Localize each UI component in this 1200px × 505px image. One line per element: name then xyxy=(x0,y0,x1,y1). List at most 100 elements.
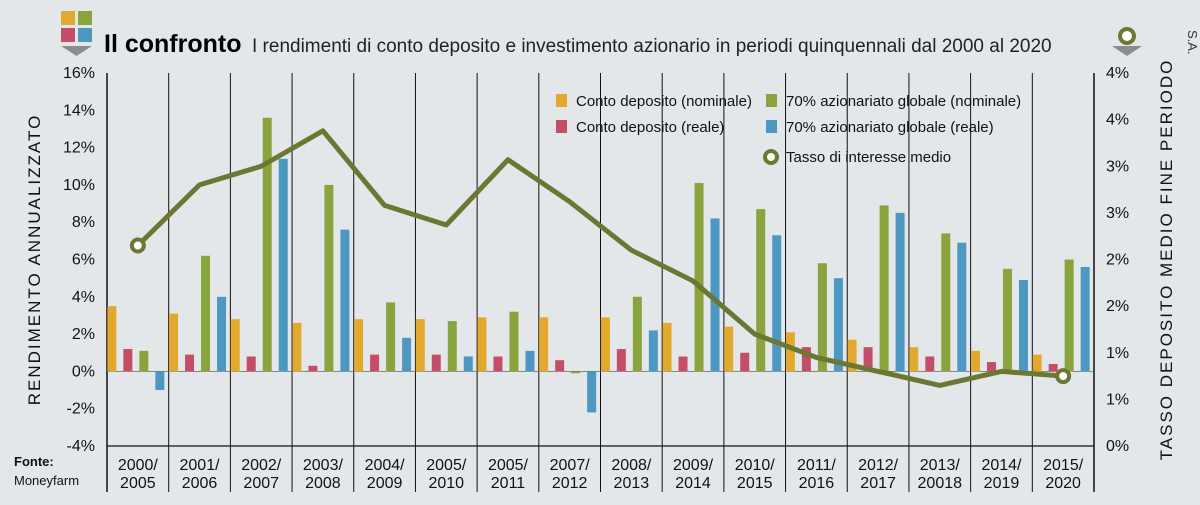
bar-azion-reale xyxy=(957,242,967,372)
bar-conto-nominale xyxy=(354,319,364,372)
bar-azion-reale xyxy=(217,296,227,372)
x-tick-label: 2012 xyxy=(552,475,588,492)
x-tick-label: 2014/ xyxy=(981,457,1022,474)
x-tick-label: 2003/ xyxy=(303,457,344,474)
x-tick-label: 2008/ xyxy=(611,457,652,474)
legend-swatch xyxy=(766,94,777,107)
x-tick-label: 2015 xyxy=(737,475,773,492)
x-tick-label: 2000/ xyxy=(118,457,159,474)
bar-conto-reale xyxy=(246,356,256,372)
legend-label: 70% azionariato globale (nominale) xyxy=(786,93,1021,110)
line-tasso-interesse xyxy=(136,128,1064,388)
bar-conto-reale xyxy=(308,365,318,372)
x-tick-label: 2015/ xyxy=(1043,457,1084,474)
y-axis-left-label: RENDIMENTO ANNUALIZZATO xyxy=(25,114,44,406)
y-axis-right-label: TASSO DEPOSITO MEDIO FINE PERIODO xyxy=(1157,59,1176,461)
bar-conto-reale xyxy=(740,352,750,372)
x-tick-label: 2012/ xyxy=(858,457,899,474)
legend-label: Conto deposito (reale) xyxy=(576,119,724,136)
bar-conto-reale xyxy=(925,356,935,372)
bar-azion-reale xyxy=(710,218,720,372)
bar-conto-reale xyxy=(431,354,441,372)
legend-swatch xyxy=(556,94,567,107)
y-tick-left: -2% xyxy=(67,401,95,418)
bar-azion-nominale xyxy=(139,350,149,372)
x-tick-label: 2020 xyxy=(1045,475,1081,492)
bar-conto-reale xyxy=(370,354,380,372)
line-endpoint-marker xyxy=(129,237,146,254)
bar-conto-nominale xyxy=(724,326,734,372)
bar-conto-reale xyxy=(123,349,133,372)
bar-azion-reale xyxy=(1080,266,1090,372)
y-tick-right: 4% xyxy=(1106,65,1129,82)
y-tick-left: 0% xyxy=(72,363,95,380)
bar-azion-reale xyxy=(648,330,658,372)
bar-azion-reale xyxy=(278,158,288,372)
y-tick-right: 1% xyxy=(1106,391,1129,408)
bar-conto-nominale xyxy=(785,332,795,372)
bar-azion-nominale xyxy=(817,263,827,372)
x-tick-label: 2009/ xyxy=(673,457,714,474)
x-tick-label: 2006 xyxy=(182,475,218,492)
bar-azion-nominale xyxy=(571,371,581,374)
x-tick-label: 2011 xyxy=(491,475,526,492)
logo xyxy=(61,11,92,56)
x-tick-label: 2004/ xyxy=(365,457,406,474)
bar-conto-reale xyxy=(986,362,996,372)
legend-marker-icon xyxy=(763,149,779,165)
chart-title: Il confronto xyxy=(104,30,241,58)
bar-conto-nominale xyxy=(662,322,672,372)
bar-azion-reale xyxy=(772,235,782,372)
bar-conto-reale xyxy=(616,349,626,372)
x-tick-label: 2013 xyxy=(614,475,650,492)
y-tick-right: 0% xyxy=(1106,438,1129,455)
y-tick-right: 3% xyxy=(1106,205,1129,222)
bar-azion-nominale xyxy=(447,321,457,372)
line-marker-icon xyxy=(1112,27,1142,56)
y-tick-right: 2% xyxy=(1106,252,1129,269)
bar-conto-reale xyxy=(185,354,195,372)
bar-azion-nominale xyxy=(941,233,951,372)
bar-conto-nominale xyxy=(230,319,240,372)
x-tick-label: 2009 xyxy=(367,475,403,492)
x-tick-label: 2017 xyxy=(860,475,896,492)
bar-azion-reale xyxy=(155,371,165,391)
x-tick-label: 20018 xyxy=(918,475,963,492)
bar-azion-nominale xyxy=(879,205,889,372)
bar-conto-reale xyxy=(678,356,688,372)
bar-azion-nominale xyxy=(632,296,642,372)
bar-conto-reale xyxy=(1048,363,1058,372)
bar-conto-nominale xyxy=(1032,354,1042,372)
bar-azion-reale xyxy=(587,371,597,413)
y-tick-right: 4% xyxy=(1106,112,1129,129)
credit: S.A. xyxy=(1185,30,1200,55)
x-tick-label: 2005/ xyxy=(488,457,529,474)
x-tick-label: 2005 xyxy=(120,475,156,492)
y-tick-left: -4% xyxy=(67,438,95,455)
y-tick-left: 14% xyxy=(63,102,95,119)
bar-conto-reale xyxy=(493,356,503,372)
legend-label: Tasso di interesse medio xyxy=(786,149,951,166)
bar-conto-nominale xyxy=(847,339,857,372)
y-tick-left: 16% xyxy=(63,65,95,82)
legend-label: 70% azionariato globale (reale) xyxy=(786,119,994,136)
bar-azion-reale xyxy=(895,212,905,372)
y-tick-left: 6% xyxy=(72,252,95,269)
bar-conto-nominale xyxy=(292,322,302,372)
x-tick-label: 2016 xyxy=(799,475,835,492)
x-tick-label: 2005/ xyxy=(426,457,467,474)
y-tick-right: 3% xyxy=(1106,158,1129,175)
bar-conto-nominale xyxy=(107,306,117,372)
chart-subtitle: I rendimenti di conto deposito e investi… xyxy=(252,36,1052,57)
bar-conto-nominale xyxy=(600,317,610,372)
x-tick-label: 2008 xyxy=(305,475,341,492)
bar-conto-nominale xyxy=(970,350,980,372)
bar-azion-reale xyxy=(1018,280,1028,372)
bar-azion-nominale xyxy=(1002,268,1012,372)
bar-azion-reale xyxy=(340,229,350,372)
x-tick-label: 2007/ xyxy=(550,457,591,474)
bar-conto-nominale xyxy=(477,317,487,372)
bar-azion-nominale xyxy=(509,311,519,372)
y-tick-right: 1% xyxy=(1106,345,1129,362)
